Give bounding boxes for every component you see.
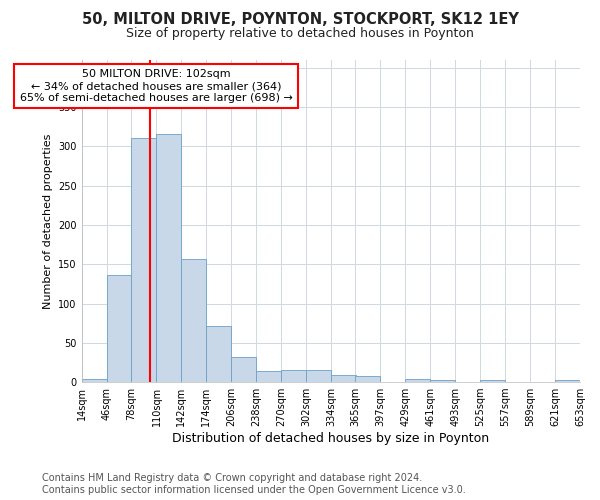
Bar — [131, 138, 157, 382]
Bar — [82, 379, 107, 382]
Bar — [206, 326, 232, 382]
Bar — [430, 380, 455, 382]
Y-axis label: Number of detached properties: Number of detached properties — [43, 134, 53, 308]
Bar — [157, 134, 181, 382]
Text: 50 MILTON DRIVE: 102sqm
← 34% of detached houses are smaller (364)
65% of semi-d: 50 MILTON DRIVE: 102sqm ← 34% of detache… — [20, 70, 293, 102]
Bar — [181, 258, 206, 382]
Bar — [405, 379, 430, 382]
Bar — [306, 370, 331, 382]
Bar — [331, 375, 356, 382]
Bar — [555, 380, 580, 382]
Bar — [480, 380, 505, 382]
Bar — [256, 371, 281, 382]
Bar — [281, 370, 306, 382]
Bar — [232, 357, 256, 382]
Text: 50, MILTON DRIVE, POYNTON, STOCKPORT, SK12 1EY: 50, MILTON DRIVE, POYNTON, STOCKPORT, SK… — [82, 12, 518, 28]
Bar — [107, 275, 131, 382]
Text: Contains HM Land Registry data © Crown copyright and database right 2024.
Contai: Contains HM Land Registry data © Crown c… — [42, 474, 466, 495]
Text: Size of property relative to detached houses in Poynton: Size of property relative to detached ho… — [126, 28, 474, 40]
X-axis label: Distribution of detached houses by size in Poynton: Distribution of detached houses by size … — [172, 432, 490, 445]
Bar — [355, 376, 380, 382]
